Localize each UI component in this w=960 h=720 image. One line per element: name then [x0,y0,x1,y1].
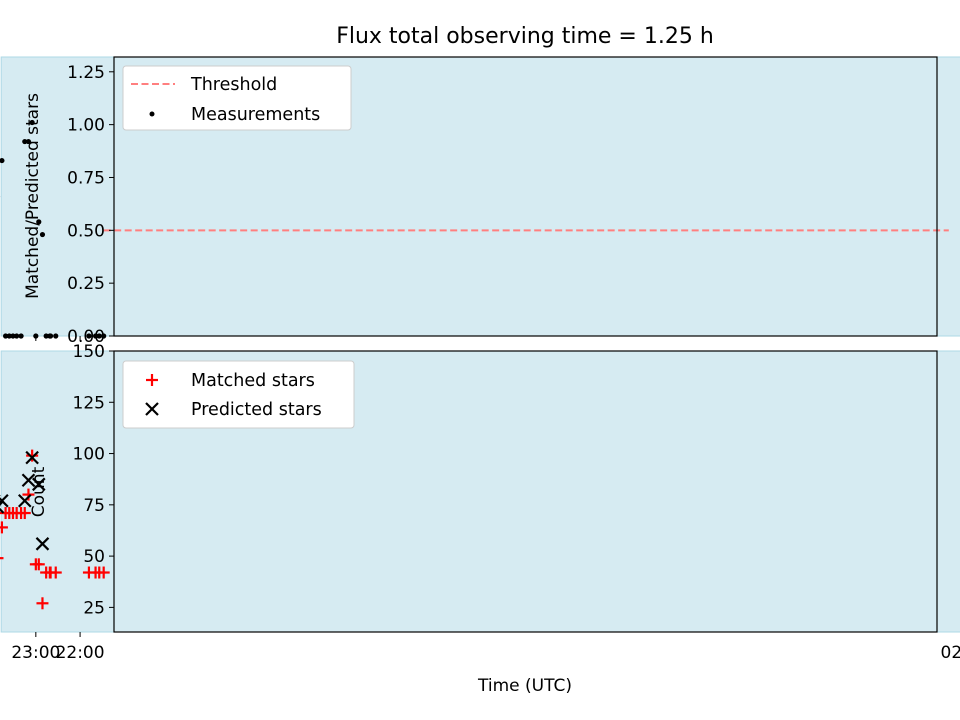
y-tick-label: 150 [73,342,105,362]
matched-legend-label: Matched stars [191,371,315,391]
predicted-stars-point [35,537,50,551]
matched-stars-point [29,558,42,571]
y-tick-label: 0.75 [67,168,105,188]
measurements-point [25,138,32,145]
matched-stars-point [0,521,8,534]
matched-legend-swatch [146,374,158,386]
ratio-y-axis-label: Matched/Predicted stars [23,93,43,299]
measurements-point [2,333,9,339]
ratio-legend-frame [122,65,352,131]
measurements-point [101,333,107,339]
y-tick-label: 1.25 [67,63,105,83]
y-tick-label: 0.00 [67,327,105,347]
y-tick-label: 0.25 [67,274,105,294]
count-legend-frame [122,360,355,429]
count-y-axis-label: Count [29,466,49,517]
y-tick-label: 25 [83,598,105,618]
predicted-stars-point [25,450,39,465]
matched-stars-point [40,566,53,579]
y-tick-label: 75 [83,496,105,516]
x-tick-label: 02:00 [941,643,960,663]
y-tick-label: 50 [83,547,105,567]
measurements-point [29,119,35,126]
measurements-point [0,157,5,164]
measurements-point [53,333,59,339]
y-tick-label: 100 [73,445,105,465]
x-tick-label: 22:00 [56,643,105,663]
measurements-point [6,333,12,339]
x-axis-label: Time (UTC) [477,676,572,696]
predicted-stars-point [21,473,36,487]
predicted-stars-point [32,477,46,492]
ratio-panel: 0.00 0.25 0.50 0.75 1.00 1.25 Matched/Predict… [0,56,960,347]
measurements-legend-swatch [149,111,155,117]
matched-stars-point [0,507,12,520]
ratio-legend: Threshold Measurements [122,65,352,131]
measurements-point [18,333,24,339]
measurements-point [14,333,20,339]
measurements-point [22,138,28,145]
count-legend: Matched stars Predicted stars [122,360,355,429]
predicted-legend-label: Predicted stars [191,400,322,420]
measurements-legend-label: Measurements [191,105,320,125]
matched-stars-point [36,597,49,610]
y-tick-label: 1.00 [67,116,105,136]
measurements-point [96,333,102,339]
count-plot-frame [113,350,938,633]
measurements-point [36,219,42,225]
chart-title: Flux total observing time = 1.25 h [336,24,714,49]
x-tick-label: 23:00 [11,643,60,663]
measurements-point [10,333,16,339]
measurements-point [47,333,53,339]
predicted-stars-point [0,493,9,508]
y-tick-label: 125 [73,393,105,413]
matched-stars-point [82,566,95,579]
measurements-point [43,333,49,339]
predicted-stars-point [0,500,5,514]
ratio-plot-frame [113,56,938,337]
threshold-legend-label: Threshold [190,75,277,95]
measurements-point [86,333,92,339]
predicted-stars-point [17,493,32,508]
measurements-point [39,231,46,238]
matched-stars-point [26,449,39,462]
measurements-point [92,333,99,339]
y-tick-label: 0.50 [67,221,105,241]
matched-stars-point [0,557,4,560]
predicted-legend-swatch [145,402,159,416]
